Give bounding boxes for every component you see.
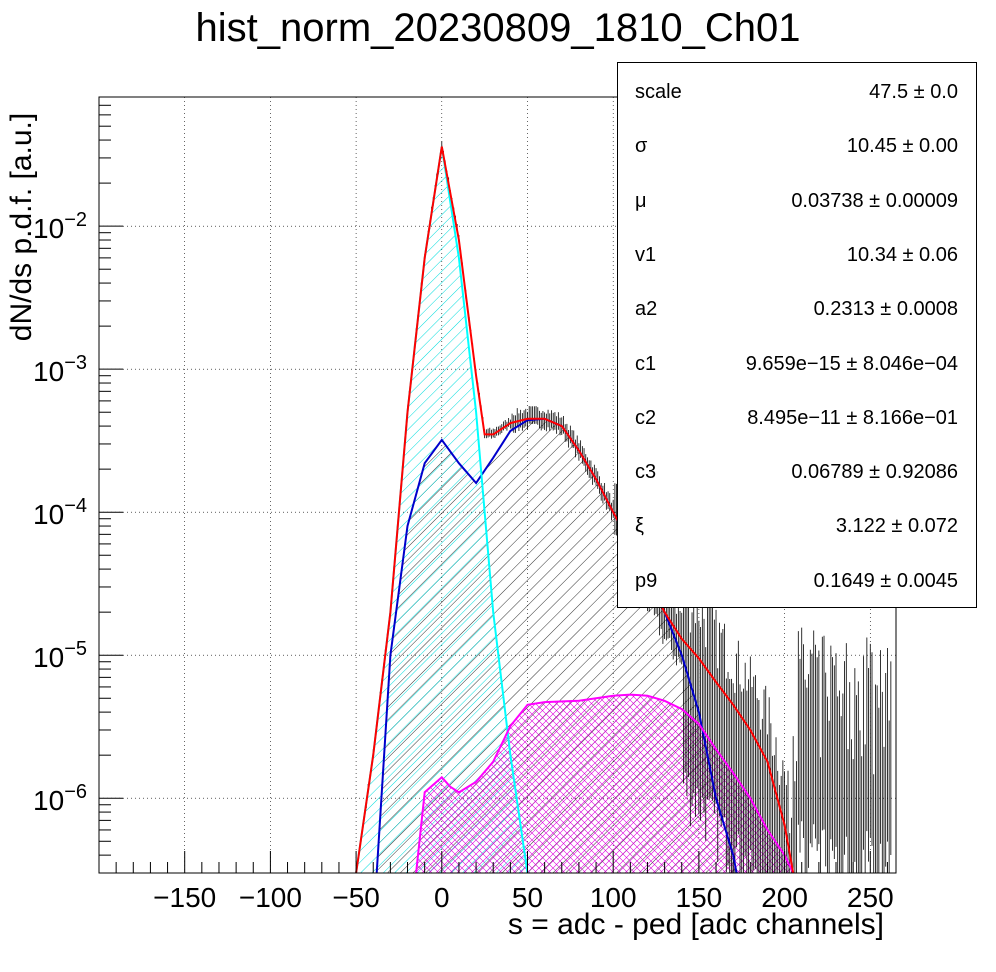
stat-name: c3 xyxy=(635,461,657,484)
stat-row: c3 0.06789 ± 0.92086 xyxy=(618,461,976,491)
x-tick-label: −150 xyxy=(153,882,216,913)
stat-name: a2 xyxy=(635,298,658,321)
x-tick-label: 150 xyxy=(676,882,723,913)
chart-title: hist_norm_20230809_1810_Ch01 xyxy=(195,6,801,50)
stat-value: 8.495e−11 ± 8.166e−01 xyxy=(747,406,958,429)
x-tick-label: 50 xyxy=(512,882,543,913)
stat-name: scale xyxy=(635,81,682,103)
stat-row: v1 10.34 ± 0.06 xyxy=(618,244,976,274)
stat-value: 0.2313 ± 0.0008 xyxy=(813,298,958,321)
stat-name: c2 xyxy=(635,406,657,429)
x-tick-label: 0 xyxy=(434,882,450,913)
x-tick-label: −50 xyxy=(332,882,380,913)
y-tick-label: 10−4 xyxy=(33,495,87,530)
y-axis-label: dN/ds p.d.f. [a.u.] xyxy=(5,112,38,342)
stat-value: 0.1649 ± 0.0045 xyxy=(813,569,958,592)
y-tick-label: 10−5 xyxy=(33,638,87,673)
stat-value: 9.659e−15 ± 8.046e−04 xyxy=(745,352,958,375)
x-tick-label: 100 xyxy=(590,882,637,913)
stat-value: 3.122 ± 0.072 xyxy=(835,515,958,538)
stat-name: p9 xyxy=(635,569,658,592)
series-fill xyxy=(356,146,528,873)
stat-value: 10.45 ± 0.00 xyxy=(846,135,958,158)
stat-name: σ xyxy=(635,135,648,158)
stat-name: v1 xyxy=(635,243,657,266)
stat-row: σ 10.45 ± 0.00 xyxy=(618,135,976,165)
x-tick-label: 200 xyxy=(761,882,808,913)
stat-name: μ xyxy=(635,189,647,212)
x-tick-label: −100 xyxy=(239,882,302,913)
fit-curve xyxy=(415,693,795,873)
stat-name: ξ xyxy=(635,515,644,538)
stat-row: scale 47.5 ± 0.0 xyxy=(618,81,976,111)
stat-value: 47.5 ± 0.0 xyxy=(869,81,958,103)
fit-parameters-box: scale 47.5 ± 0.0 σ 10.45 ± 0.00 μ 0.03738 ± 0… xyxy=(617,62,977,608)
stat-row: a2 0.2313 ± 0.0008 xyxy=(618,298,976,328)
stat-row: c2 8.495e−11 ± 8.166e−01 xyxy=(618,407,976,437)
stat-row: c1 9.659e−15 ± 8.046e−04 xyxy=(618,353,976,383)
stat-value: 10.34 ± 0.06 xyxy=(846,243,958,266)
fit-curve xyxy=(355,146,795,873)
y-tick-label: 10−3 xyxy=(33,352,87,387)
stat-value: 0.06789 ± 0.92086 xyxy=(791,461,958,484)
y-tick-label: 10−2 xyxy=(33,209,87,244)
stat-value: 0.03738 ± 0.00009 xyxy=(791,189,958,212)
stat-row: ξ 3.122 ± 0.072 xyxy=(618,515,976,545)
stat-row: p9 0.1649 ± 0.0045 xyxy=(618,570,976,600)
y-tick-label: 10−6 xyxy=(33,781,87,816)
stat-name: c1 xyxy=(635,352,657,375)
x-axis-label: s = adc - ped [adc channels] xyxy=(507,908,884,941)
stat-row: μ 0.03738 ± 0.00009 xyxy=(618,190,976,220)
x-tick-label: 250 xyxy=(847,882,894,913)
